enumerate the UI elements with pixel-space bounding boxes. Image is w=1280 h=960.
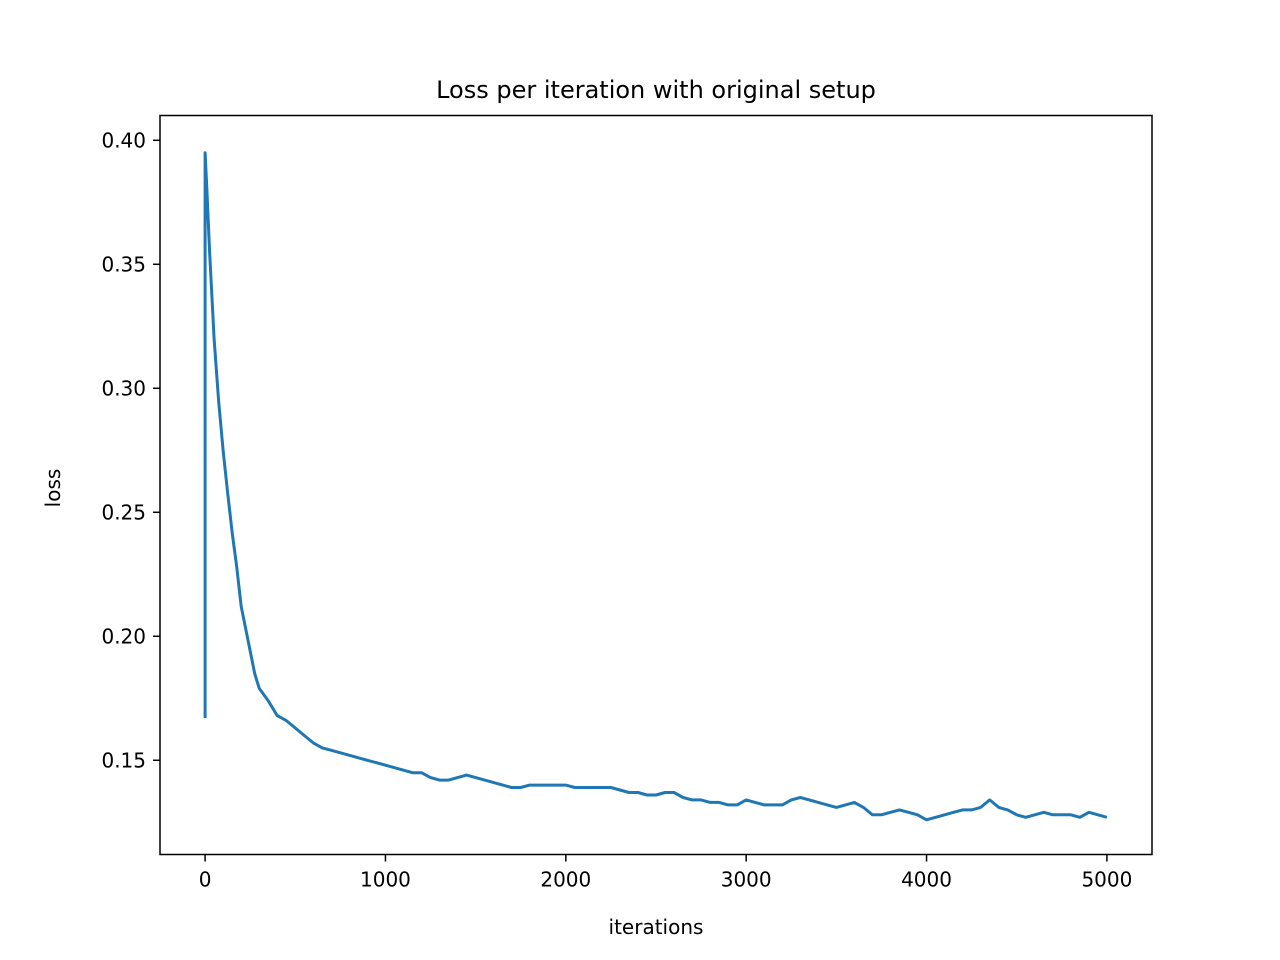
x-tick-label: 4000 xyxy=(901,868,952,892)
y-tick-label: 0.25 xyxy=(101,500,146,524)
y-axis-label: loss xyxy=(41,469,65,508)
x-tick-label: 2000 xyxy=(540,868,591,892)
y-tick-label: 0.15 xyxy=(101,748,146,772)
chart-title: Loss per iteration with original setup xyxy=(436,76,876,104)
x-tick-label: 3000 xyxy=(721,868,772,892)
y-tick-label: 0.30 xyxy=(101,376,146,400)
series-line-0 xyxy=(203,151,1108,822)
x-axis-label: iterations xyxy=(609,915,704,939)
ticks: 0 1000 2000 3000 4000 5000 0.15 0.20 0.25 0.30 0.3… xyxy=(101,128,1132,891)
y-tick-label: 0.35 xyxy=(101,252,146,276)
plot-area xyxy=(203,151,1108,822)
x-tick-label: 1000 xyxy=(360,868,411,892)
y-tick-label: 0.40 xyxy=(101,128,146,152)
x-tick-label: 0 xyxy=(199,868,212,892)
axes-frame xyxy=(159,114,1153,856)
y-tick-label: 0.20 xyxy=(101,624,146,648)
x-tick-label: 5000 xyxy=(1081,868,1132,892)
